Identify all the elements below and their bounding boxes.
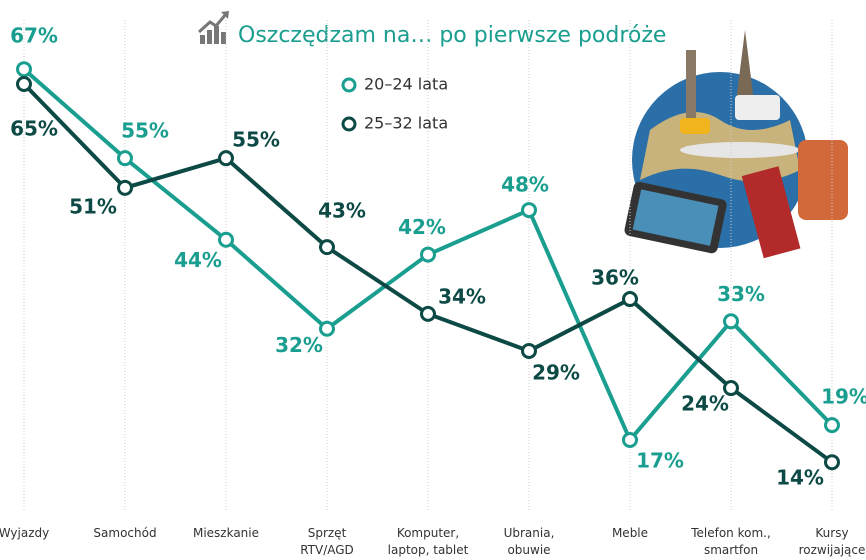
value-label: 55% — [121, 119, 169, 143]
value-label: 44% — [174, 248, 222, 272]
value-label: 33% — [717, 282, 765, 306]
point — [521, 202, 537, 219]
value-label: 14% — [776, 466, 824, 490]
x-tick-label: Telefon kom., smartfon — [690, 526, 771, 557]
x-tick-label: Wyjazdy — [0, 526, 49, 540]
point — [117, 150, 133, 167]
x-tick-label: Mieszkanie — [193, 526, 259, 540]
point — [622, 431, 638, 448]
value-label: 29% — [532, 360, 580, 384]
x-tick-label: Sprzęt RTV/AGD — [300, 526, 354, 557]
grid: Wyjazdy Samochód Mieszkanie Sprzęt RTV/AGD Ko… — [0, 20, 865, 557]
legend-marker — [341, 116, 357, 132]
point — [218, 231, 234, 248]
value-label: 55% — [232, 128, 280, 152]
value-label: 24% — [681, 392, 729, 416]
point — [16, 76, 32, 93]
value-label: 42% — [398, 215, 446, 239]
legend-marker — [341, 77, 357, 93]
value-label: 32% — [275, 333, 323, 357]
value-label: 34% — [438, 284, 486, 308]
value-label: 43% — [318, 199, 366, 223]
point — [420, 246, 436, 263]
point — [117, 179, 133, 196]
legend-label: 20–24 lata — [364, 75, 448, 94]
point — [521, 342, 537, 359]
lines — [16, 61, 840, 471]
x-tick-label: Samochód — [93, 526, 156, 540]
value-label: 19% — [821, 385, 866, 409]
point — [622, 291, 638, 308]
x-tick-label: Ubrania, obuwie — [504, 526, 555, 557]
point — [824, 417, 840, 434]
point — [218, 150, 234, 167]
chart-title: Oszczędzam na… po pierwsze podróże — [238, 23, 666, 48]
value-label: 48% — [501, 173, 549, 197]
illustration — [624, 30, 848, 259]
value-label: 51% — [69, 194, 117, 218]
x-tick-label: Meble — [612, 526, 648, 540]
point — [319, 320, 335, 337]
x-tick-label: Komputer, laptop, tablet — [388, 526, 469, 557]
point — [723, 313, 739, 330]
labels: 20–24 lata 25–32 lata 67% 55% 44% 32% 42% 48% 17… — [10, 24, 866, 490]
point — [723, 380, 739, 397]
value-label: 17% — [636, 448, 684, 472]
point — [824, 454, 840, 471]
x-tick-label: Kursy rozwijające — [799, 526, 866, 557]
value-label: 65% — [10, 117, 58, 141]
value-label: 36% — [591, 266, 639, 290]
point — [420, 305, 436, 322]
title-icon — [197, 11, 229, 44]
value-label: 67% — [10, 24, 58, 48]
legend-label: 25–32 lata — [364, 114, 448, 133]
point — [16, 61, 32, 78]
point — [319, 239, 335, 256]
